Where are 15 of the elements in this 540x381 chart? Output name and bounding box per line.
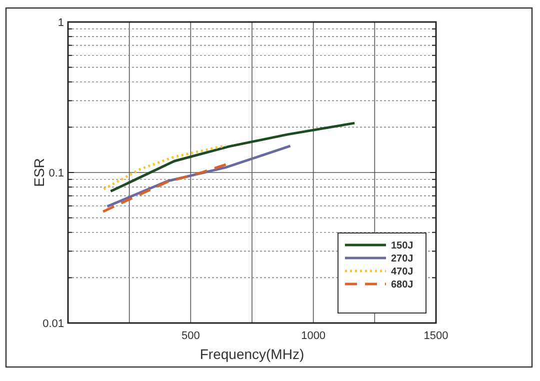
legend-label: 470J xyxy=(391,266,414,278)
x-tick-label: 1500 xyxy=(424,330,448,342)
legend-label: 270J xyxy=(391,254,414,264)
y-tick-label: 0.1 xyxy=(48,167,64,180)
y-tick-label: 0.01 xyxy=(42,318,64,330)
y-tick-label: 1 xyxy=(58,16,64,29)
line-series xyxy=(109,122,356,193)
y-axis-title: ESR xyxy=(31,158,47,187)
legend-label: 150J xyxy=(391,240,414,252)
line-series xyxy=(102,144,227,190)
line-series xyxy=(102,163,227,213)
x-axis-title: Frequency(MHz) xyxy=(200,346,304,362)
x-tick-label: 500 xyxy=(181,330,200,342)
x-tick-label: 1000 xyxy=(301,330,326,342)
legend-label: 680J xyxy=(391,280,414,290)
